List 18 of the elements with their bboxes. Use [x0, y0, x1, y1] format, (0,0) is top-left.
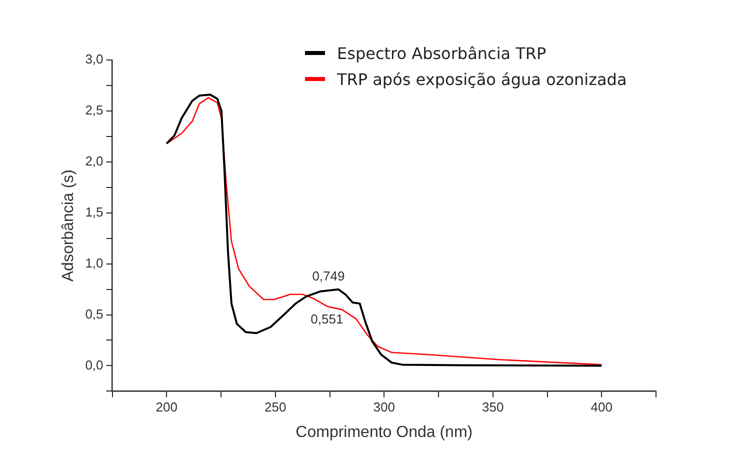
y-tick-label: 0,5	[85, 306, 104, 322]
y-tick-label: 1,5	[85, 204, 104, 220]
annotation: 0,551	[310, 312, 344, 327]
y-tick-label: 1,0	[85, 255, 104, 270]
legend-label: TRP após exposição água ozonizada	[337, 70, 627, 88]
x-axis-title: Comprimento Onda (nm)	[296, 424, 473, 441]
x-tick-label: 300	[373, 400, 395, 415]
y-tick-label: 2,5	[85, 102, 104, 118]
x-tick-label: 400	[590, 400, 612, 415]
annotation: 0,749	[312, 268, 345, 284]
y-tick-label: 3,0	[85, 52, 104, 67]
y-tick-label: 2,0	[85, 153, 104, 168]
x-tick-label: 350	[482, 400, 504, 415]
x-tick-label: 200	[156, 400, 178, 415]
legend-label: Espectro Absorbância TRP	[337, 44, 546, 62]
y-tick-label: 0,0	[85, 357, 104, 372]
y-axis-title: Adsorbância (s)	[60, 170, 78, 282]
x-tick-label: 250	[264, 400, 286, 415]
